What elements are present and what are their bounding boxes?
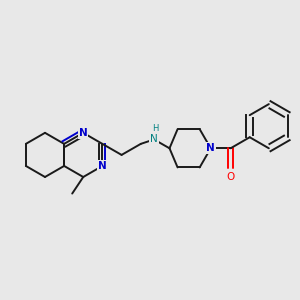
Text: H: H — [152, 124, 158, 133]
Text: N: N — [150, 134, 158, 144]
Text: N: N — [79, 128, 88, 138]
Text: O: O — [226, 172, 235, 182]
Text: N: N — [206, 143, 215, 153]
Text: N: N — [98, 161, 107, 171]
